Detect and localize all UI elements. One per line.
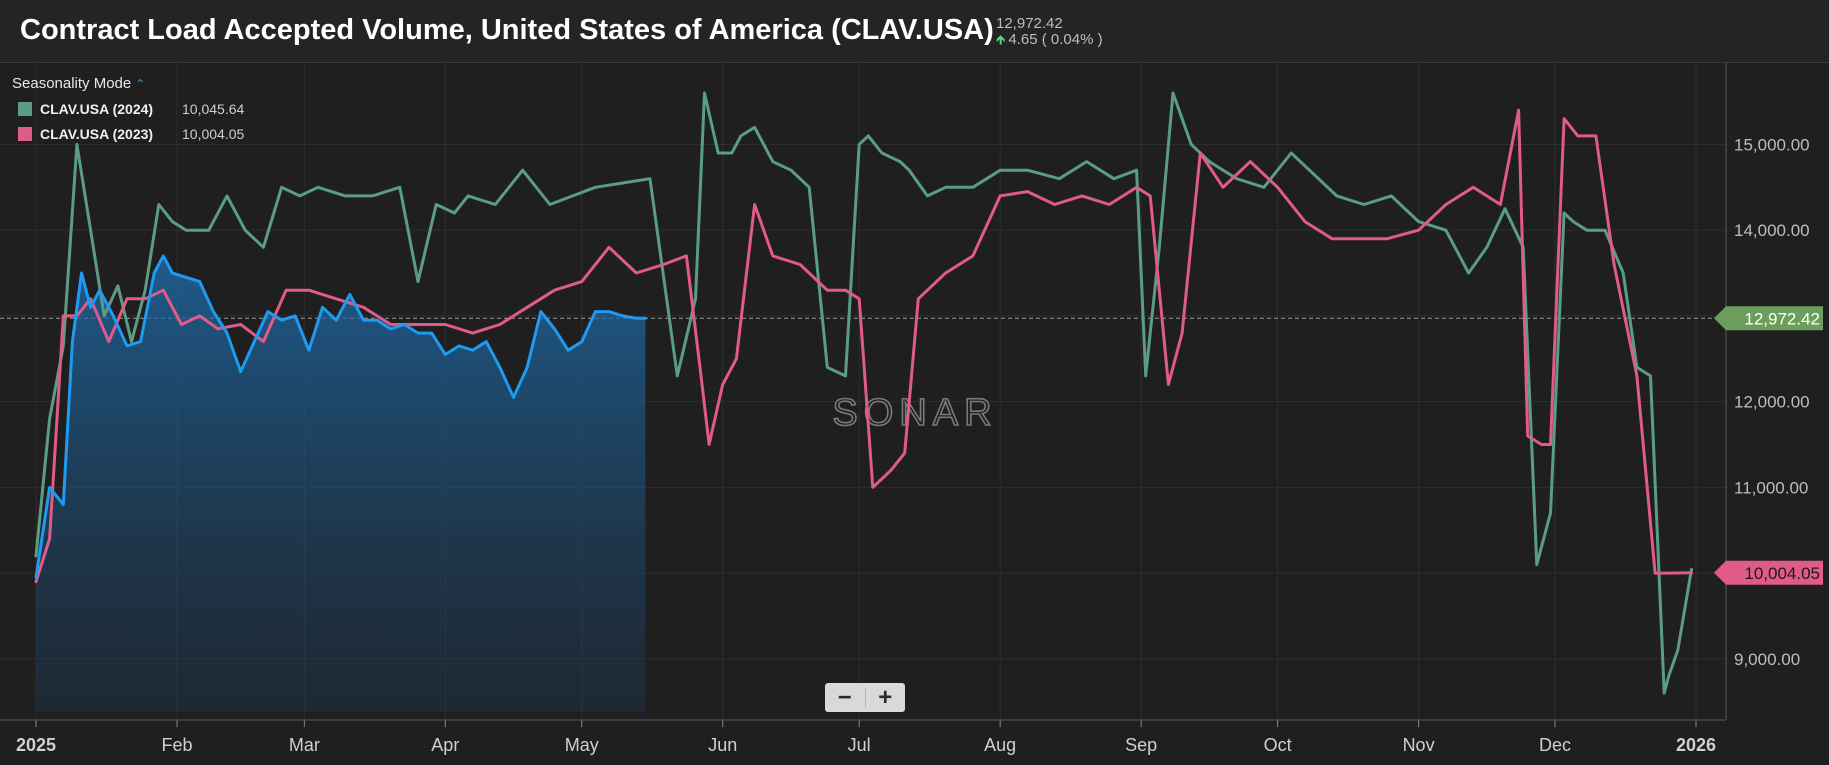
current-price-tag: 12,972.42 [1714, 306, 1823, 331]
legend-swatch-2023 [18, 127, 32, 141]
x-tick-label: Aug [984, 735, 1016, 755]
legend-item-2023[interactable]: CLAV.USA (2023) 10,004.05 [12, 126, 244, 142]
chevron-up-icon: ⌃ [135, 77, 146, 91]
x-tick-label: Nov [1403, 735, 1435, 755]
y-tick-label: 12,000.00 [1734, 393, 1810, 412]
y-tick-label: 9,000.00 [1734, 650, 1800, 669]
legend-item-2024[interactable]: CLAV.USA (2024) 10,045.64 [12, 101, 244, 117]
y-tick-label: 14,000.00 [1734, 221, 1810, 240]
series-line-2023 [34, 108, 1693, 584]
zoom-in-button[interactable]: + [878, 683, 893, 711]
legend: Seasonality Mode ⌃ CLAV.USA (2024) 10,045… [12, 75, 244, 142]
x-tick-label: Oct [1264, 735, 1292, 755]
current-year-area [36, 255, 646, 712]
x-tick-label: Jul [848, 735, 871, 755]
x-tick-label: Dec [1539, 735, 1571, 755]
current-price-tag-label: 12,972.42 [1744, 309, 1820, 328]
series-line-2024 [34, 91, 1693, 695]
series-line-current [34, 254, 647, 579]
zoom-separator [864, 688, 866, 707]
legend-name-2023: CLAV.USA (2023) [40, 126, 154, 142]
last-value-tag-2023: 10,004.05 [1714, 560, 1823, 585]
zoom-controls: − + [825, 683, 905, 712]
x-tick-label: 2026 [1676, 735, 1716, 755]
x-tick-label: 2025 [16, 735, 56, 755]
title-bar: Contract Load Accepted Volume, United St… [0, 0, 1829, 63]
x-tick-label: May [565, 735, 599, 755]
x-tick-label: Jun [708, 735, 737, 755]
current-price-tag-shape [1714, 306, 1823, 331]
last-value-tag-2023-shape [1714, 560, 1823, 585]
arrow-up-icon: 🡹 [996, 32, 1006, 47]
legend-value-2023: 10,004.05 [182, 126, 245, 142]
y-tick-label: 11,000.00 [1734, 478, 1808, 497]
legend-name-2024: CLAV.USA (2024) [40, 101, 154, 117]
sonar-watermark: SONAR [832, 392, 997, 434]
seasonality-mode-label: Seasonality Mode [12, 75, 132, 92]
chart-title: Contract Load Accepted Volume, United St… [20, 14, 994, 46]
price-tags: 12,972.42 10,004.05 [1714, 306, 1823, 585]
last-value-tag-2023-label: 10,004.05 [1744, 564, 1820, 583]
zoom-out-button[interactable]: − [837, 683, 852, 711]
x-tick-label: Sep [1125, 735, 1157, 755]
x-tick-label: Mar [289, 735, 320, 755]
series-layer [34, 91, 1693, 712]
watermark-layer: SONAR [832, 391, 997, 435]
legend-swatch-2024 [18, 102, 32, 116]
price-change-value: 4.65 ( 0.04% ) [1008, 31, 1103, 48]
seasonality-mode-toggle[interactable]: Seasonality Mode ⌃ [12, 75, 244, 92]
current-price: 12,972.42 [996, 15, 1063, 32]
x-tick-label: Apr [431, 735, 459, 755]
x-tick-label: Feb [161, 735, 192, 755]
price-change: 🡹 4.65 ( 0.04% ) [996, 31, 1103, 53]
legend-value-2024: 10,045.64 [182, 101, 245, 117]
y-tick-label: 15,000.00 [1734, 135, 1810, 154]
